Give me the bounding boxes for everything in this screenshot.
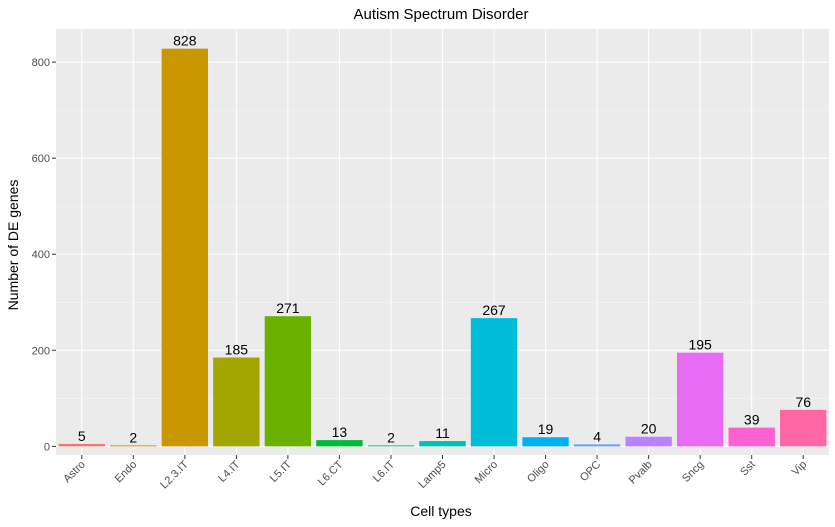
y-tick-label: 800: [32, 57, 50, 69]
y-tick-label: 600: [32, 153, 50, 165]
x-tick-label: Endo: [113, 459, 140, 486]
bar-l4-it: [213, 357, 260, 447]
x-tick-label: L6.IT: [371, 458, 397, 484]
x-axis-title: Cell types: [410, 503, 471, 519]
y-tick-label: 400: [32, 249, 50, 261]
bar-l6-it: [367, 445, 415, 447]
bar-vip: [780, 409, 827, 447]
x-tick-label: L6.CT: [316, 458, 346, 488]
data-label: 39: [744, 412, 760, 428]
bar-opc: [573, 444, 621, 447]
x-tick-label: OPC: [578, 459, 603, 484]
y-axis: 0 200 400 600 800: [32, 57, 56, 453]
y-axis-title: Number of DE genes: [5, 180, 21, 311]
data-label: 195: [688, 337, 712, 353]
x-tick-label: L4.IT: [216, 458, 242, 484]
bar-l5-it: [264, 316, 312, 447]
x-tick-label: L2.3.IT: [158, 458, 191, 491]
data-label: 185: [225, 342, 249, 358]
bar-sst: [728, 427, 775, 447]
bar-oligo: [522, 437, 569, 447]
x-tick-label: Lamp5: [416, 459, 448, 491]
bars: [58, 48, 827, 447]
x-tick-label: Oligo: [525, 459, 552, 486]
x-tick-label: L5.IT: [268, 458, 294, 484]
bar-l2-3-it: [161, 48, 209, 447]
data-label: 76: [795, 394, 811, 410]
data-label: 2: [387, 429, 395, 445]
data-label: 13: [332, 424, 348, 440]
bar-pvalb: [625, 436, 672, 447]
bar-micro: [470, 318, 518, 447]
bar-lamp5: [419, 441, 466, 447]
x-tick-label: Astro: [61, 459, 88, 486]
y-tick-label: 0: [44, 441, 50, 453]
data-label: 20: [641, 421, 657, 437]
data-label: 19: [538, 421, 554, 437]
y-tick-label: 200: [32, 345, 50, 357]
chart-title: Autism Spectrum Disorder: [353, 6, 528, 23]
x-axis: Astro Endo L2.3.IT L4.IT L5.IT L6.CT L6.IT Lamp…: [61, 455, 809, 491]
bar-endo: [110, 445, 157, 447]
data-label: 5: [78, 428, 86, 444]
x-tick-label: Vip: [790, 459, 810, 479]
bar-l6-ct: [316, 440, 363, 447]
data-label: 2: [129, 429, 137, 445]
data-labels: 5 2 828 185 271 13 2 11 267 19 4 20 195 39 76: [78, 33, 811, 446]
data-label: 271: [276, 300, 300, 316]
x-tick-label: Sncg: [680, 459, 706, 485]
data-label: 828: [173, 33, 197, 49]
x-tick-label: Sst: [738, 459, 758, 479]
data-label: 4: [593, 428, 601, 444]
x-tick-label: Pvalb: [627, 459, 655, 487]
bar-sncg: [676, 352, 724, 447]
x-tick-label: Micro: [473, 459, 500, 486]
data-label: 11: [435, 425, 450, 441]
bar-astro: [58, 443, 105, 447]
data-label: 267: [482, 302, 506, 318]
